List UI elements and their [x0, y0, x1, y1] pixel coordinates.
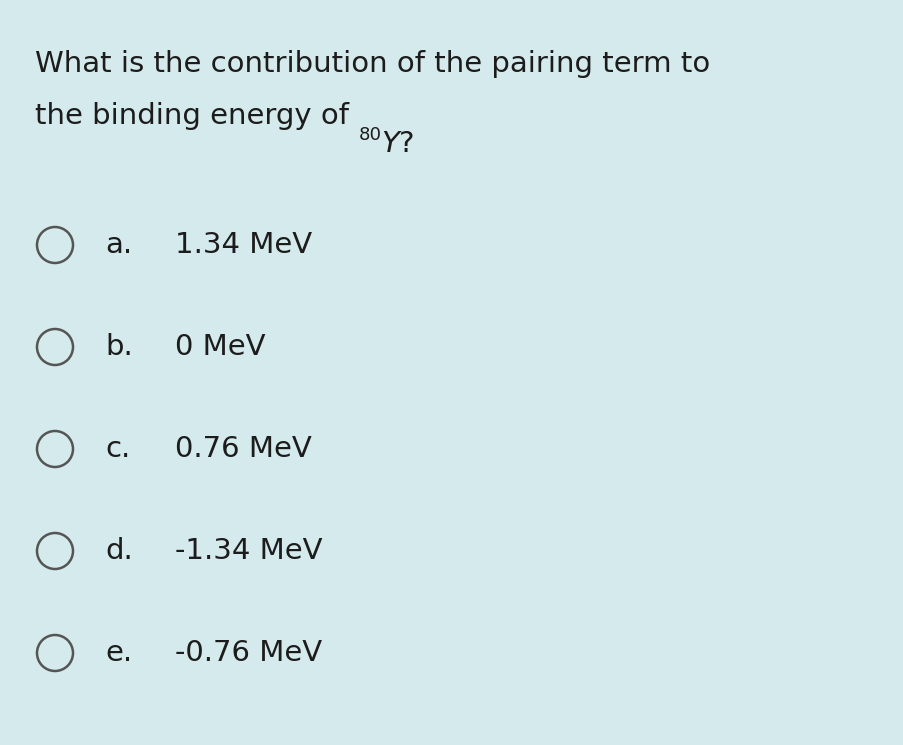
Text: What is the contribution of the pairing term to: What is the contribution of the pairing …	[35, 50, 710, 78]
Text: 0.76 MeV: 0.76 MeV	[175, 435, 312, 463]
Text: the binding energy of: the binding energy of	[35, 102, 358, 130]
Text: c.: c.	[105, 435, 130, 463]
Text: -1.34 MeV: -1.34 MeV	[175, 537, 322, 565]
Text: ?: ?	[398, 130, 414, 158]
Text: Y: Y	[381, 130, 398, 158]
Text: 1.34 MeV: 1.34 MeV	[175, 231, 312, 259]
Text: a.: a.	[105, 231, 132, 259]
Text: 0 MeV: 0 MeV	[175, 333, 265, 361]
Text: -0.76 MeV: -0.76 MeV	[175, 639, 321, 667]
Text: 80: 80	[358, 126, 381, 144]
Text: e.: e.	[105, 639, 132, 667]
Text: d.: d.	[105, 537, 133, 565]
Text: b.: b.	[105, 333, 133, 361]
